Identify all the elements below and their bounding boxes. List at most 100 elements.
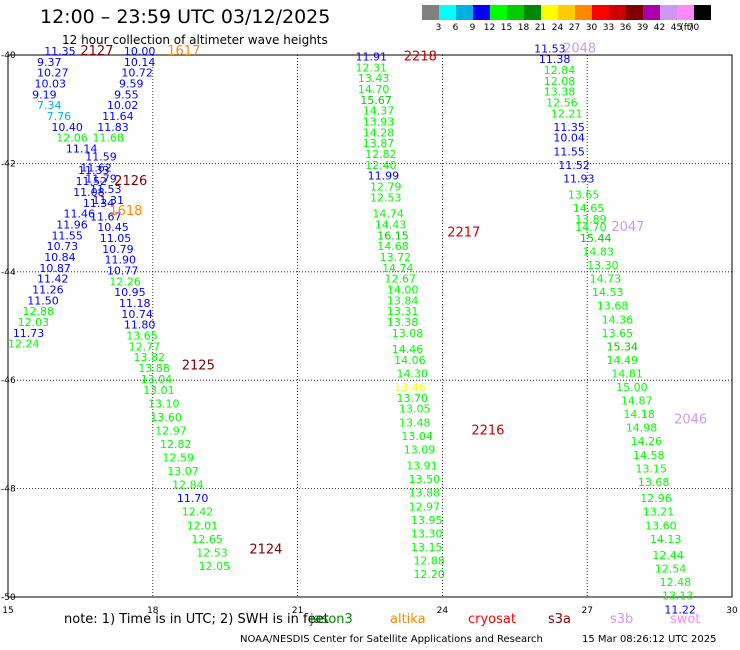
observation-label: 10.77: [107, 265, 138, 278]
observation-label: 11.59: [85, 151, 117, 164]
observation-label: 11.93: [563, 172, 595, 185]
observation-label: 12.21: [551, 107, 583, 120]
observation-label: 13.15: [411, 541, 443, 554]
observation-label: 12.01: [187, 519, 219, 532]
scale-swatch: [439, 5, 456, 20]
observation-label: 11.64: [102, 110, 133, 123]
observation-label: 14.13: [650, 533, 682, 546]
observation-label: 13.65: [602, 327, 634, 340]
scale-label: 39: [636, 23, 649, 33]
track-id-label: 2047: [611, 220, 644, 235]
y-tick-label: -46: [1, 376, 16, 386]
observation-label: 10.27: [37, 67, 69, 80]
observation-label: 14.37: [363, 105, 395, 118]
x-tick-label: 21: [292, 606, 303, 616]
chart-title: 12:00 – 23:59 UTC 03/12/2025: [40, 6, 331, 28]
observation-label: 13.87: [363, 137, 395, 150]
observation-label: 13.60: [645, 519, 677, 532]
observation-label: 14.43: [375, 218, 407, 231]
observation-label: 12.84: [544, 64, 576, 77]
y-tick-label: -44: [1, 268, 16, 278]
scale-swatch: [660, 5, 677, 20]
observation-label: 13.31: [387, 305, 419, 318]
observation-label: 12.88: [22, 305, 54, 318]
scale-swatch: [456, 5, 473, 20]
observation-label: 13.89: [575, 213, 607, 226]
observation-label: 11.22: [664, 603, 696, 616]
observation-label: 10.79: [102, 243, 133, 256]
observation-label: 10.00: [124, 45, 156, 58]
observation-label: 14.46: [392, 343, 424, 356]
scale-swatch: [609, 5, 626, 20]
observation-label: 13.68: [597, 300, 629, 313]
observation-label: 11.52: [558, 159, 590, 172]
scale-swatch: [592, 5, 609, 20]
scale-label: 15: [500, 23, 513, 33]
track-id-label: 2046: [674, 413, 707, 428]
scale-swatch: [490, 5, 507, 20]
observation-label: 14.68: [377, 240, 409, 253]
observation-label: 11.79: [85, 172, 117, 185]
observation-label: 11.67: [90, 210, 122, 223]
observation-label: 12.88: [413, 554, 445, 567]
scale-label: 24: [551, 23, 564, 33]
observation-label: 13.48: [399, 416, 431, 429]
observation-label: 12.77: [129, 340, 161, 353]
scale-swatch: [677, 5, 694, 20]
observation-label: 13.68: [638, 476, 670, 489]
footer-note: note: 1) Time is in UTC; 2) SWH is in fe…: [64, 612, 329, 627]
credit-text: NOAA/NESDIS Center for Satellite Applica…: [240, 634, 543, 645]
observation-label: 11.80: [124, 319, 156, 332]
observation-label: 7.76: [47, 110, 72, 123]
observation-label: 10.02: [107, 99, 138, 112]
scale-swatch: [524, 5, 541, 20]
observation-label: 9.59: [119, 78, 144, 91]
observation-label: 13.38: [387, 316, 419, 329]
observation-label: 11.53: [534, 42, 566, 55]
scale-label: 36: [619, 23, 632, 33]
observation-label: 11.70: [177, 492, 209, 505]
track-id-label: 2125: [182, 358, 215, 373]
observation-label: 10.03: [35, 78, 66, 91]
observation-label: 13.88: [409, 487, 441, 500]
observation-label: 12.06: [56, 132, 87, 145]
observation-label: 11.05: [100, 232, 132, 245]
observation-label: 7.34: [37, 99, 62, 112]
observation-label: 13.65: [126, 330, 157, 343]
observation-label: 14.36: [602, 313, 634, 326]
observation-label: 9.19: [32, 88, 57, 101]
observation-label: 14.70: [575, 221, 607, 234]
observation-label: 15.67: [360, 94, 392, 107]
observation-label: 13.13: [662, 590, 694, 603]
observation-label: 11.08: [73, 186, 105, 199]
observation-label: 12.44: [652, 549, 684, 562]
observation-label: 11.73: [13, 327, 45, 340]
observation-label: 12.79: [370, 181, 402, 194]
observation-label: 13.07: [167, 465, 199, 478]
observation-label: 12.20: [413, 568, 445, 581]
observation-label: 13.50: [409, 473, 441, 486]
observation-label: 14.65: [573, 202, 605, 215]
observation-label: 11.34: [83, 197, 115, 210]
satellite-legend-item: jason3: [310, 612, 353, 627]
track-id-label: 2126: [114, 174, 147, 189]
observation-label: 11.50: [27, 294, 59, 307]
observation-label: 11.68: [92, 132, 124, 145]
observation-label: 13.04: [141, 373, 173, 386]
observation-label: 11.55: [51, 229, 83, 242]
observation-label: 12.48: [660, 576, 692, 589]
observation-label: 11.90: [105, 254, 136, 267]
observation-label: 9.37: [37, 56, 62, 69]
observation-label: 14.81: [611, 367, 643, 380]
x-tick-label: 27: [581, 606, 592, 616]
observation-label: 12.53: [370, 191, 402, 204]
y-tick-label: -50: [1, 593, 16, 603]
observation-label: 14.73: [590, 273, 622, 286]
observation-label: 10.87: [39, 262, 71, 275]
observation-label: 13.72: [380, 251, 412, 264]
observation-label: 14.98: [626, 422, 658, 435]
observation-label: 11.42: [37, 273, 69, 286]
observation-label: 13.60: [150, 411, 182, 424]
scale-label: 70: [687, 23, 700, 33]
observation-label: 14.26: [631, 435, 663, 448]
